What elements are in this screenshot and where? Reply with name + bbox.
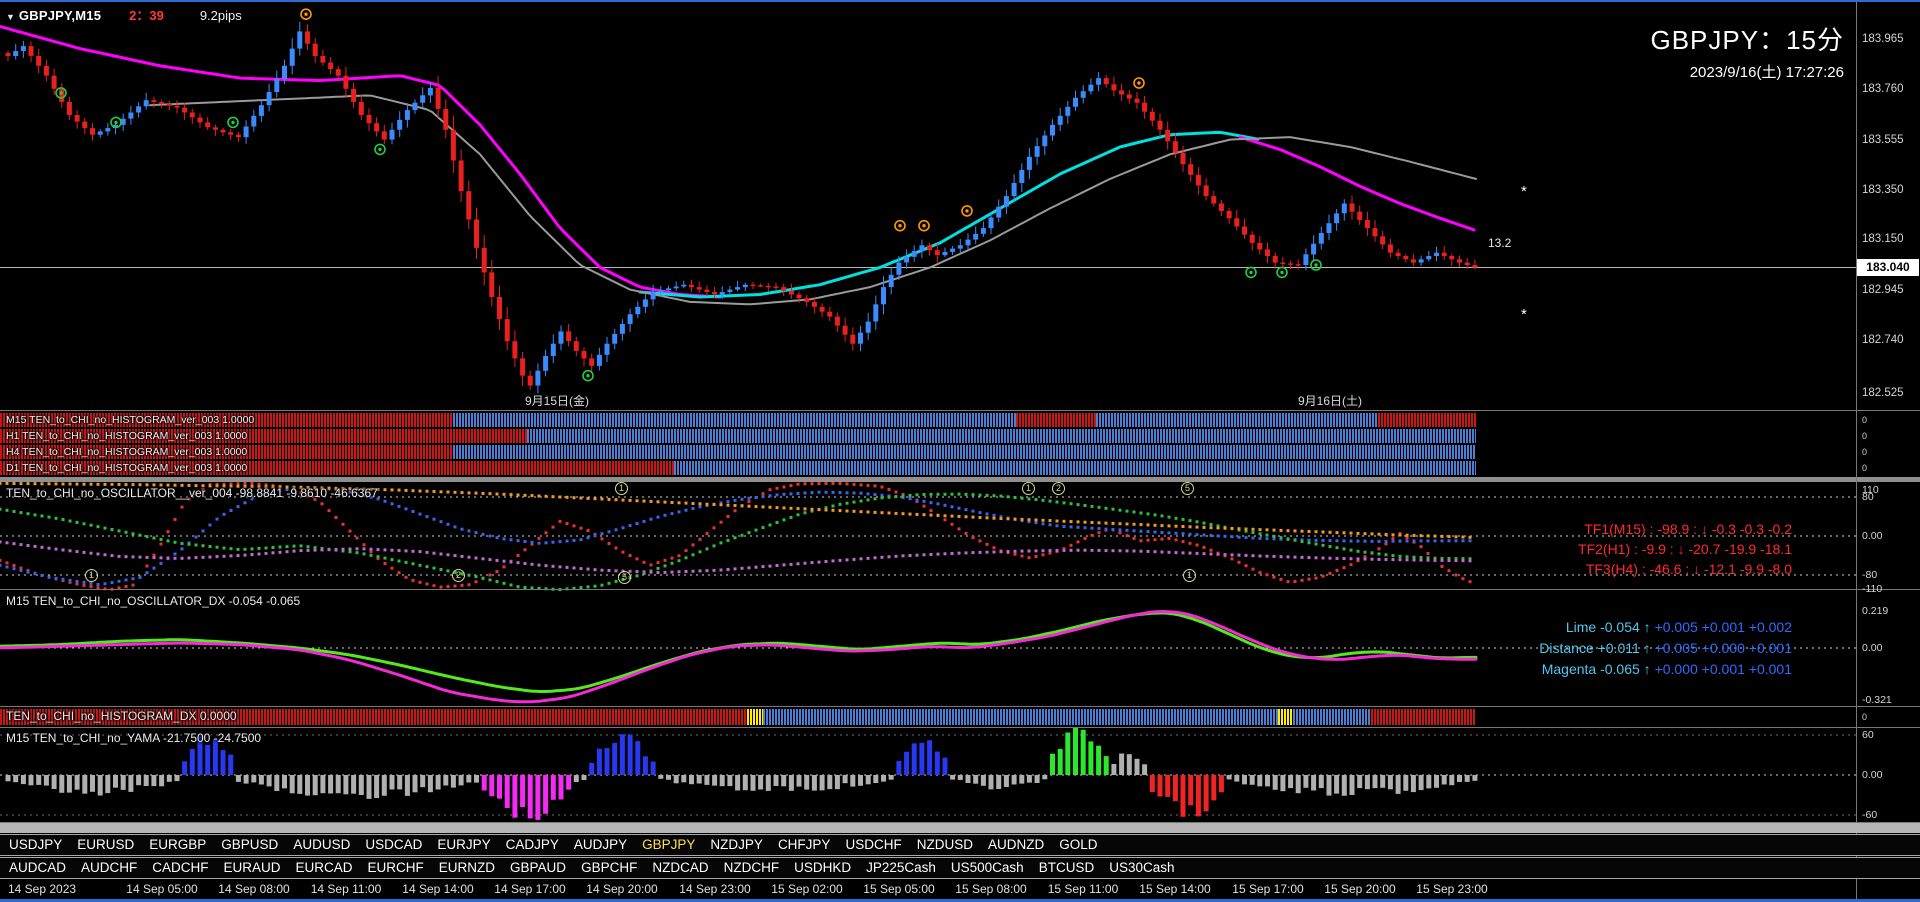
- watchlist-symbol-cadchf[interactable]: CADCHF: [152, 860, 209, 875]
- watchlist-symbol-audcad[interactable]: AUDCAD: [9, 860, 67, 875]
- watchlist-symbol-eurchf[interactable]: EURCHF: [367, 860, 424, 875]
- spread-pips-label: 9.2pips: [199, 8, 242, 23]
- watchlist-symbol-cadjpy[interactable]: CADJPY: [505, 837, 559, 852]
- dx-distance-head: Distance +0.011 ↑: [1539, 640, 1651, 656]
- dx-lime-values: +0.005 +0.001 +0.002: [1654, 619, 1792, 635]
- watchlist-symbol-euraud[interactable]: EURAUD: [223, 860, 281, 875]
- watchlist-symbol-eurgbp[interactable]: EURGBP: [149, 837, 207, 852]
- panel-divider-thick[interactable]: [0, 477, 1920, 482]
- dx-status-block: Lime -0.054 ↑ +0.005 +0.001 +0.002 Dista…: [1539, 617, 1792, 680]
- watchlist-symbol-nzdjpy[interactable]: NZDJPY: [710, 837, 763, 852]
- watchlist-symbol-nzdchf[interactable]: NZDCHF: [723, 860, 780, 875]
- time-axis-label: 14 Sep 14:00: [402, 882, 474, 896]
- watchlist-symbol-gbpchf[interactable]: GBPCHF: [581, 860, 638, 875]
- watchlist-symbol-us30cash[interactable]: US30Cash: [1109, 860, 1175, 875]
- oscillator-panel-label: TEN_to_CHI_no_OSCILLATOR__ver_004 -98.88…: [6, 486, 378, 500]
- tf-status-block: TF1(M15) : -98.9 : ↓ -0.3 -0.3 -0.2 TF2(…: [1578, 519, 1792, 579]
- time-axis[interactable]: 14 Sep 2023 14 Sep 05:00 14 Sep 08:00 14 Se…: [0, 880, 1920, 899]
- watchlist-row-2: AUDCAD AUDCHF CADCHF EURAUD EURCAD EURCHF EURN…: [0, 857, 1920, 879]
- chart-symbol-timeframe: GBPJPY,M15: [18, 8, 102, 23]
- watchlist-symbol-audchf[interactable]: AUDCHF: [81, 860, 138, 875]
- window-border-top: [0, 0, 1920, 2]
- time-axis-label: 15 Sep 02:00: [771, 882, 843, 896]
- watchlist-symbol-gbpaud[interactable]: GBPAUD: [510, 860, 567, 875]
- watchlist-symbol-eurnzd[interactable]: EURNZD: [438, 860, 496, 875]
- time-axis-label: 15 Sep 20:00: [1324, 882, 1396, 896]
- time-axis-label: 15 Sep 23:00: [1416, 882, 1488, 896]
- time-axis-label: 14 Sep 20:00: [586, 882, 658, 896]
- panel-divider: [0, 727, 1920, 728]
- tf2-status-line: TF2(H1) : -9.9 : ↓ -20.7 -19.9 -18.1: [1578, 541, 1792, 557]
- time-axis-label: 14 Sep 05:00: [126, 882, 198, 896]
- day-label-saturday: 9月16日(土): [1297, 394, 1363, 408]
- watchlist-symbol-gold[interactable]: GOLD: [1059, 837, 1098, 852]
- histogram-dx-panel-label: TEN_to_CHI_no_HISTOGRAM_DX 0.0000: [6, 709, 237, 723]
- watchlist-symbol-eurjpy[interactable]: EURJPY: [437, 837, 491, 852]
- watchlist-row-1: USDJPY EURUSD EURGBP GBPUSD AUDUSD USDCAD EURJ…: [0, 834, 1920, 856]
- dx-lime-head: Lime -0.054 ↑: [1565, 619, 1651, 635]
- window-border-bottom: [0, 899, 1920, 902]
- watchlist-symbol-jp225cash[interactable]: JP225Cash: [866, 860, 936, 875]
- price-axis-divider: [1856, 0, 1857, 899]
- time-axis-label: 15 Sep 14:00: [1139, 882, 1211, 896]
- watchlist-symbol-usdhkd[interactable]: USDHKD: [794, 860, 852, 875]
- chart-header: ▼ GBPJPY,M15 2：39 9.2pips: [6, 5, 242, 24]
- time-axis-label: 14 Sep 2023: [8, 882, 77, 896]
- tf3-status-line: TF3(H4) : -46.6 : ↓ -12.1 -9.9 -8.0: [1585, 561, 1792, 577]
- time-axis-label: 14 Sep 23:00: [679, 882, 751, 896]
- watchlist-symbol-eurusd[interactable]: EURUSD: [77, 837, 135, 852]
- panel-divider: [0, 589, 1920, 590]
- watchlist-symbol-eurcad[interactable]: EURCAD: [295, 860, 353, 875]
- chart-datetime: 2023/9/16(土) 17:27:26: [1689, 64, 1844, 81]
- day-label-friday: 9月15日(金): [524, 394, 590, 408]
- dx-distance-status-line: Distance +0.011 ↑ +0.005 +0.000 +0.001: [1539, 638, 1792, 659]
- panel-divider: [0, 822, 1920, 823]
- dx-distance-values: +0.005 +0.000 +0.001: [1654, 640, 1792, 656]
- watchlist-symbol-chfjpy[interactable]: CHFJPY: [777, 837, 831, 852]
- time-axis-label: 15 Sep 05:00: [863, 882, 935, 896]
- chart-title-block: GBPJPY：15分 2023/9/16(土) 17:27:26: [1650, 20, 1844, 82]
- candle-countdown-timer: 2：39: [129, 8, 164, 23]
- horizontal-scrollbar[interactable]: [0, 823, 1920, 833]
- time-axis-label: 14 Sep 08:00: [218, 882, 290, 896]
- watchlist-symbol-usdjpy[interactable]: USDJPY: [9, 837, 63, 852]
- watchlist-symbol-btcusd[interactable]: BTCUSD: [1038, 860, 1095, 875]
- watchlist-symbol-audusd[interactable]: AUDUSD: [293, 837, 351, 852]
- symbol-dropdown-icon[interactable]: ▼: [6, 12, 15, 22]
- watchlist-symbol-audjpy[interactable]: AUDJPY: [573, 837, 628, 852]
- time-axis-label: 14 Sep 11:00: [310, 882, 382, 896]
- time-axis-label: 14 Sep 17:00: [494, 882, 566, 896]
- dx-magenta-head: Magenta -0.065 ↑: [1541, 661, 1651, 677]
- time-axis-label: 15 Sep 17:00: [1232, 882, 1304, 896]
- watchlist-symbol-usdchf[interactable]: USDCHF: [845, 837, 902, 852]
- oscillator-dx-panel-label: M15 TEN_to_CHI_no_OSCILLATOR_DX -0.054 -…: [6, 594, 301, 608]
- distance-label: 13.2: [1488, 236, 1512, 250]
- dx-magenta-values: +0.000 +0.001 +0.001: [1654, 661, 1792, 677]
- chart-title: GBPJPY：15分: [1650, 25, 1844, 55]
- current-price-tag: 183.040: [1857, 259, 1919, 276]
- tf1-status-line: TF1(M15) : -98.9 : ↓ -0.3 -0.3 -0.2: [1584, 521, 1792, 537]
- time-axis-label: 15 Sep 08:00: [955, 882, 1027, 896]
- panel-divider: [0, 410, 1920, 411]
- watchlist-symbol-nzdusd[interactable]: NZDUSD: [916, 837, 973, 852]
- watchlist-symbol-audnzd[interactable]: AUDNZD: [987, 837, 1045, 852]
- dx-lime-status-line: Lime -0.054 ↑ +0.005 +0.001 +0.002: [1539, 617, 1792, 638]
- watchlist-symbol-gbpusd[interactable]: GBPUSD: [221, 837, 279, 852]
- yama-panel-label: M15 TEN_to_CHI_no_YAMA -21.7500 -24.7500: [6, 731, 262, 745]
- panel-divider: [0, 706, 1920, 707]
- time-axis-label: 15 Sep 11:00: [1047, 882, 1119, 896]
- watchlist-symbol-us500cash[interactable]: US500Cash: [950, 860, 1024, 875]
- watchlist-symbol-usdcad[interactable]: USDCAD: [365, 837, 423, 852]
- watchlist-symbol-gbpjpy[interactable]: GBPJPY: [642, 837, 696, 852]
- dx-magenta-status-line: Magenta -0.065 ↑ +0.000 +0.001 +0.001: [1539, 659, 1792, 680]
- watchlist-symbol-nzdcad[interactable]: NZDCAD: [652, 860, 709, 875]
